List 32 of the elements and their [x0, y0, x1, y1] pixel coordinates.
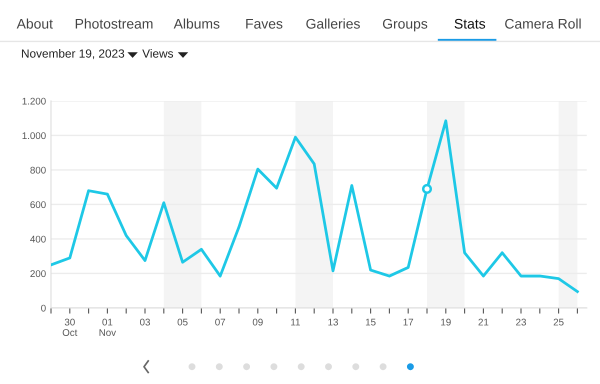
y-tick-label: 0: [41, 304, 46, 312]
y-tick-label: 1.200: [22, 98, 46, 105]
y-tick-label: 600: [30, 201, 46, 208]
x-tick-label: 15: [366, 318, 376, 326]
x-tick-label: 01 Nov: [100, 318, 116, 336]
x-tick-label: 21: [478, 318, 488, 326]
x-tick-label: 30 Oct: [62, 318, 78, 336]
x-tick-label: 05: [178, 318, 188, 326]
x-tick-label: 25: [554, 318, 564, 326]
x-tick-label: 09: [252, 318, 263, 326]
x-tick-label: 23: [516, 318, 526, 326]
text: Photostream: [76, 18, 152, 29]
text: Stats: [454, 18, 486, 29]
y-tick-label: 1.000: [22, 132, 46, 140]
text: Camera Roll: [505, 18, 581, 29]
line-series: [51, 119, 579, 293]
x-tick-label: 19: [441, 318, 451, 326]
text: Albums: [174, 18, 220, 29]
text: Galleries: [306, 18, 360, 29]
chart-title: November 19, 2023: [22, 49, 124, 60]
x-tick-label: 13: [328, 318, 338, 326]
text: Faves: [246, 18, 282, 29]
y-tick-label: 400: [30, 236, 46, 243]
x-tick-label: 11: [291, 318, 300, 326]
text: About: [16, 18, 53, 29]
text: Groups: [382, 18, 428, 32]
y-tick-label: 200: [30, 270, 46, 278]
x-tick-label: 03: [140, 318, 150, 326]
chart-subtitle: Views: [142, 49, 174, 58]
x-tick-label: 17: [404, 318, 414, 326]
y-tick-label: 800: [30, 166, 46, 174]
x-tick-label: 07: [215, 318, 226, 326]
